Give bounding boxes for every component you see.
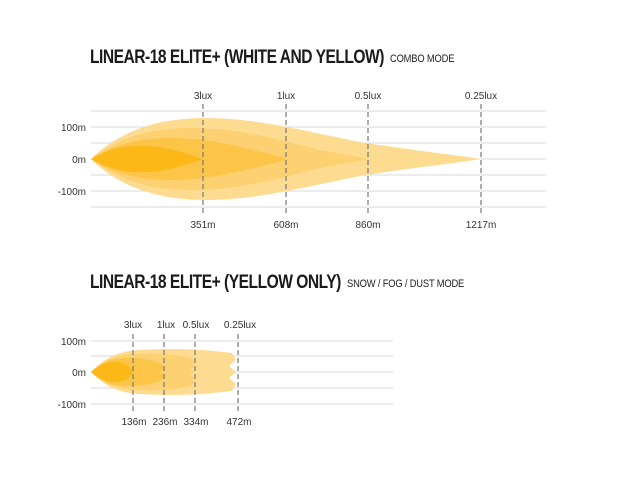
chart2-ytick-neg100: -100m [58, 400, 86, 411]
chart1-markers [202, 104, 482, 214]
chart2-plot: 100m 0m -100m 3lux 1lux 0.5lux 0.25lux 1… [58, 320, 393, 428]
chart1-ytick-neg100: -100m [58, 187, 86, 198]
chart2-title: LINEAR-18 ELITE+ (YELLOW ONLY) SNOW / FOG… [90, 272, 464, 294]
chart2-ytick-0: 0m [72, 368, 86, 379]
chart1-title: LINEAR-18 ELITE+ (WHITE AND YELLOW) COMBO… [90, 47, 454, 69]
chart2-markers [132, 334, 239, 411]
chart2-beam [91, 349, 236, 395]
chart2-lux-label: 3lux [124, 320, 142, 331]
chart1-distance-label: 608m [273, 220, 298, 231]
chart1-distance-label: 1217m [466, 220, 497, 231]
chart1-plot: 100m 0m -100m 3lux 1lux 0.5lux 0.25lux 3… [58, 91, 546, 231]
chart2-distance-label: 334m [183, 417, 208, 428]
chart2-distance-label: 136m [121, 417, 146, 428]
chart2-lux-label: 0.25lux [224, 320, 256, 331]
chart1-title-main: LINEAR-18 ELITE+ (WHITE AND YELLOW) [90, 47, 384, 68]
chart2-distance-label: 472m [226, 417, 251, 428]
chart1-distance-label: 351m [190, 220, 215, 231]
chart2-title-sub: SNOW / FOG / DUST MODE [346, 278, 464, 290]
chart2-title-main: LINEAR-18 ELITE+ (YELLOW ONLY) [90, 272, 341, 293]
chart1-distance-label: 860m [355, 220, 380, 231]
chart2-beam-3lux [91, 362, 133, 382]
chart1-beam-3lux [91, 145, 203, 173]
chart1-ytick-0: 0m [72, 155, 86, 166]
chart2-lux-label: 0.5lux [183, 320, 210, 331]
chart1-lux-label: 1lux [277, 91, 295, 102]
chart2-lux-label: 1lux [157, 320, 175, 331]
chart1-beam [91, 118, 481, 200]
chart1-ytick-100: 100m [61, 123, 86, 134]
chart2-ytick-100: 100m [61, 337, 86, 348]
chart1-lux-label: 3lux [194, 91, 212, 102]
chart1-lux-label: 0.5lux [355, 91, 382, 102]
chart2-distance-label: 236m [152, 417, 177, 428]
chart1-title-sub: COMBO MODE [389, 53, 455, 65]
chart1-lux-label: 0.25lux [465, 91, 497, 102]
